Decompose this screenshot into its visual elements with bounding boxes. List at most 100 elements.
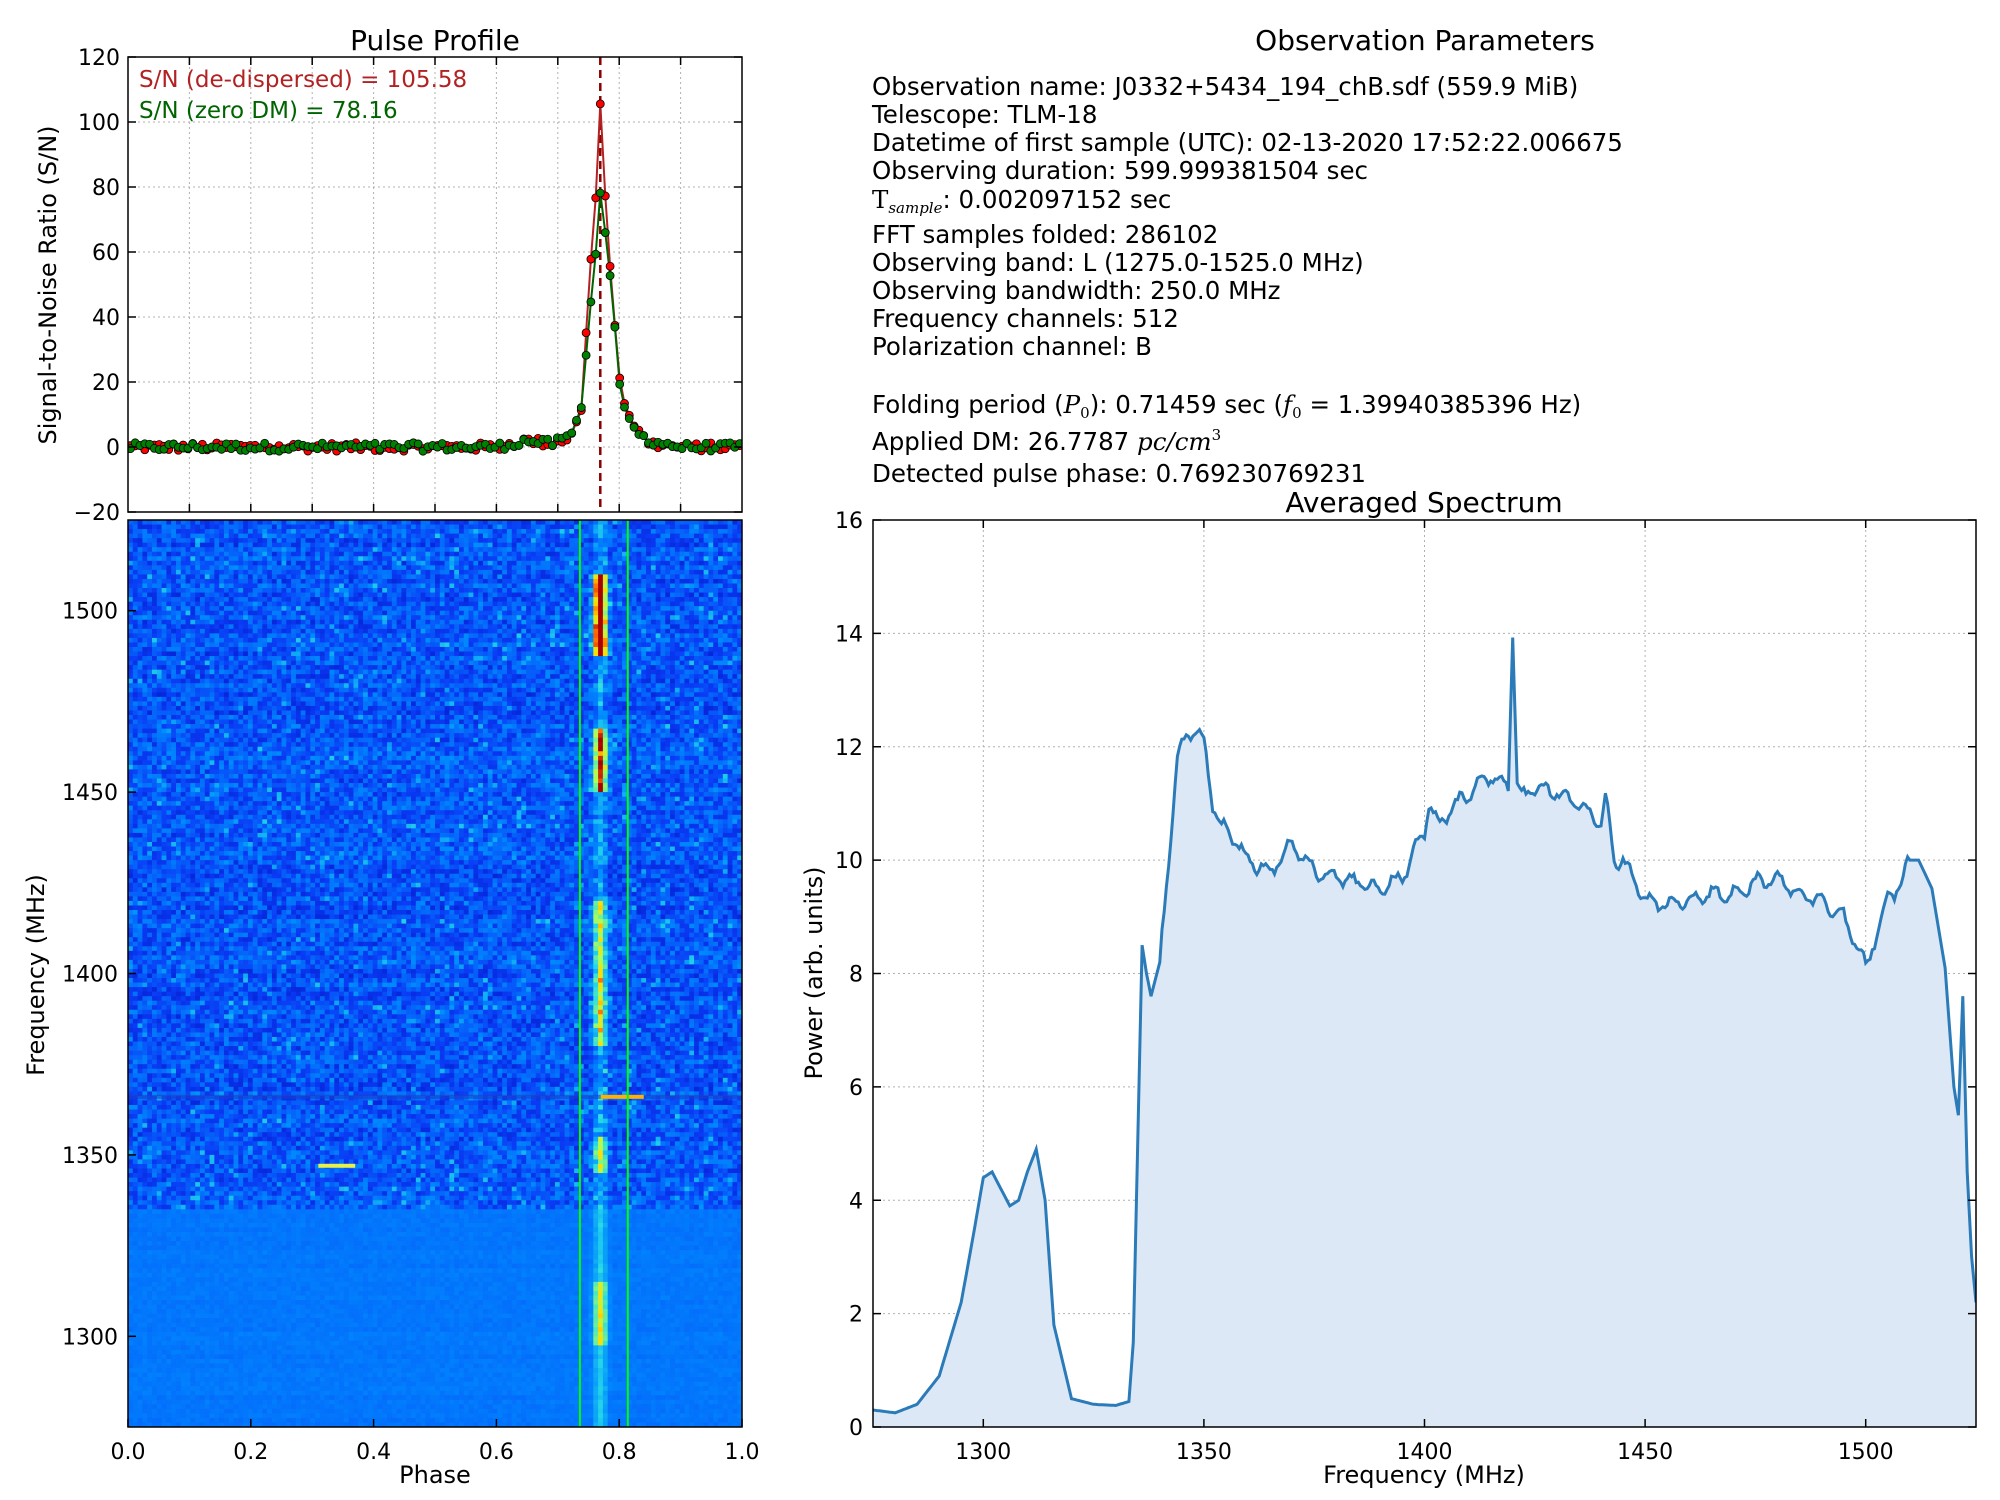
heatmap-cell [593, 542, 599, 548]
heatmap-cell [247, 574, 254, 580]
heatmap-cell [694, 533, 700, 539]
heatmap-cell [223, 651, 230, 657]
heatmap-cell [430, 529, 436, 535]
heatmap-cell [406, 628, 412, 634]
heatmap-cell [156, 574, 162, 580]
heatmap-cell [439, 574, 445, 580]
heatmap-cell [727, 533, 733, 539]
heatmap-cell [382, 642, 388, 648]
heatmap-cell [655, 551, 661, 557]
heatmap-cell [175, 683, 182, 689]
heatmap-cell [732, 529, 738, 535]
heatmap-cell [315, 624, 321, 630]
heatmap-cell [550, 615, 556, 621]
heatmap-cell [684, 547, 690, 553]
heatmap-cell [449, 610, 455, 616]
heatmap-cell [473, 674, 479, 680]
heatmap-cell [190, 669, 196, 675]
data-point-zero-dm [576, 403, 586, 412]
heatmap-cell [233, 588, 239, 593]
heatmap-cell [295, 665, 302, 671]
heatmap-cell [698, 533, 705, 539]
heatmap-cell [646, 610, 652, 616]
heatmap-cell [156, 656, 162, 661]
heatmap-cell [497, 574, 503, 580]
heatmap-cell [132, 624, 138, 630]
heatmap-cell [502, 583, 508, 589]
heatmap-cell [319, 524, 326, 530]
heatmap-cell [372, 556, 378, 562]
heatmap-cell [492, 551, 498, 557]
heatmap-cell [631, 551, 637, 557]
heatmap-cell [271, 646, 278, 652]
heatmap-cell [569, 547, 575, 553]
heatmap-cell [689, 538, 695, 544]
heatmap-cell [300, 669, 306, 675]
heatmap-cell [646, 560, 652, 566]
heatmap-cell [535, 565, 541, 571]
heatmap-cell [391, 637, 398, 643]
heatmap-cell [128, 615, 134, 621]
heatmap-cell [411, 542, 417, 548]
heatmap-cell [180, 542, 186, 548]
heatmap-cell [713, 656, 719, 661]
heatmap-cell [281, 637, 287, 643]
heatmap-cell [502, 551, 508, 557]
heatmap-cell [641, 560, 647, 566]
heatmap-cell [593, 565, 599, 571]
heatmap-cell [684, 578, 690, 584]
heatmap-cell [727, 565, 733, 571]
heatmap-cell [550, 560, 556, 566]
heatmap-cell [233, 606, 239, 612]
heatmap-cell [382, 669, 388, 675]
heatmap-cell [593, 646, 599, 652]
heatmap-cell [300, 683, 306, 689]
data-point-zero-dm [572, 415, 581, 425]
heatmap-cell [492, 560, 498, 566]
heatmap-cell [574, 628, 580, 634]
heatmap-cell [175, 601, 182, 607]
heatmap-cell [367, 606, 374, 612]
heatmap-cell [545, 660, 551, 666]
heatmap-cell [142, 646, 148, 652]
heatmap-cell [526, 538, 532, 544]
heatmap-cell [718, 606, 724, 612]
heatmap-cell [291, 533, 297, 539]
heatmap-cell [199, 578, 206, 584]
heatmap-cell [487, 660, 493, 666]
heatmap-cell [554, 606, 561, 612]
heatmap-cell [252, 642, 258, 648]
heatmap-cell [267, 628, 273, 634]
heatmap-cell [550, 551, 556, 557]
heatmap-cell [387, 615, 393, 621]
heatmap-cell [286, 560, 292, 566]
heatmap-cell [257, 533, 263, 539]
heatmap-cell [262, 660, 268, 666]
heatmap-cell [521, 642, 527, 648]
heatmap-cell [358, 524, 364, 530]
heatmap-cell [267, 624, 273, 630]
heatmap-cell [492, 538, 498, 544]
heatmap-cell [473, 560, 479, 566]
heatmap-cell [401, 633, 407, 639]
heatmap-cell [319, 565, 326, 571]
heatmap-cell [305, 678, 311, 684]
heatmap-cell [708, 674, 714, 680]
heatmap-cell [219, 583, 225, 589]
heatmap-cell [281, 533, 287, 539]
heatmap-cell [166, 633, 172, 639]
heatmap-cell [679, 642, 685, 648]
heatmap-cell [415, 624, 422, 630]
heatmap-cell [708, 556, 714, 562]
heatmap-cell [439, 665, 445, 671]
heatmap-cell [343, 524, 350, 530]
heatmap-cell [722, 551, 729, 557]
heatmap-cell [199, 529, 206, 535]
heatmap-cell [502, 592, 508, 598]
heatmap-cell [612, 646, 618, 652]
heatmap-cell [214, 556, 220, 562]
heatmap-cell [679, 601, 685, 607]
heatmap-cell [646, 583, 652, 589]
heatmap-cell [545, 633, 551, 639]
heatmap-cell [195, 665, 201, 671]
